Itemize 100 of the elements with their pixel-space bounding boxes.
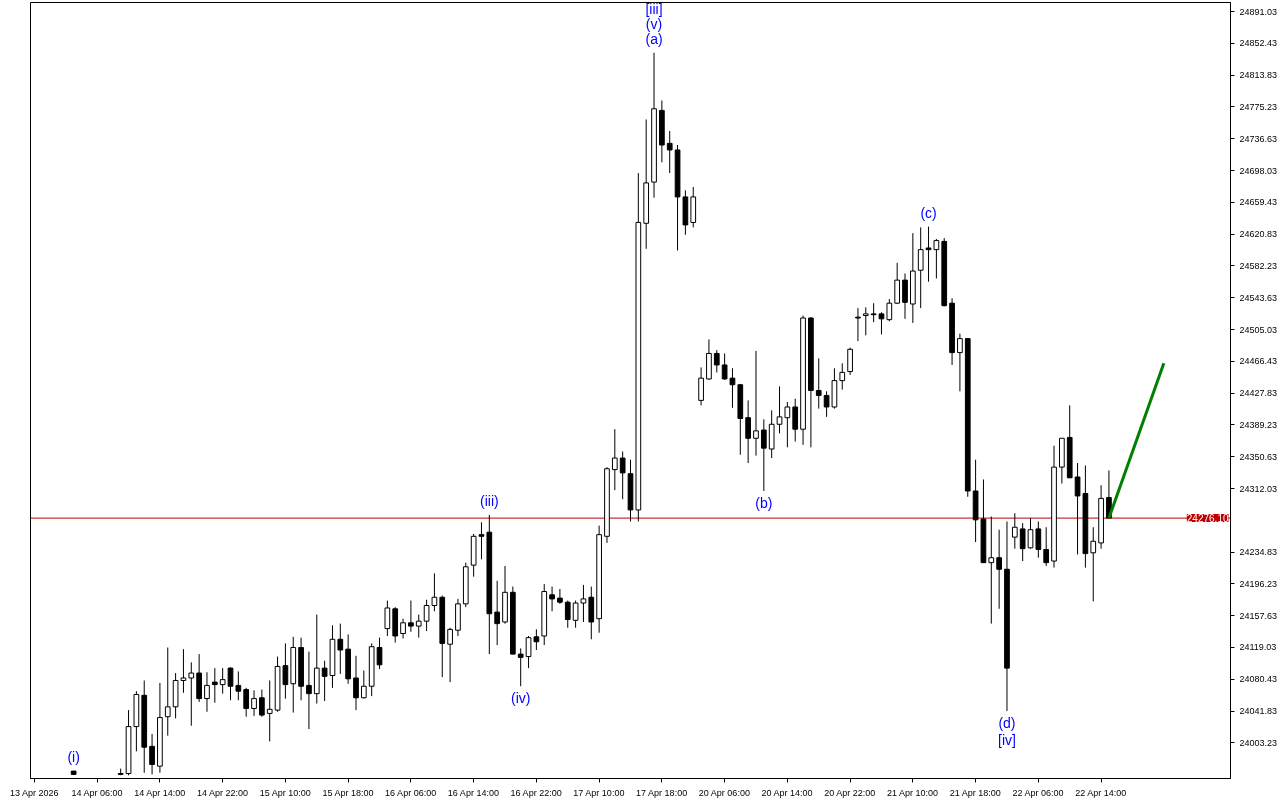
x-tick-label: 20 Apr 06:00	[698, 787, 750, 798]
x-tick-label: 16 Apr 22:00	[510, 787, 562, 798]
candlestick	[164, 647, 171, 737]
x-tick-label: 22 Apr 14:00	[1075, 787, 1127, 798]
y-tick-label: 24389.23	[1239, 419, 1278, 430]
candlestick	[408, 600, 414, 633]
y-tick-label: 24505.03	[1239, 324, 1278, 335]
y-tick-label: 24466.43	[1239, 356, 1278, 367]
x-tick-label: 21 Apr 18:00	[949, 787, 1001, 798]
candlestick	[572, 600, 579, 629]
annotation: (c)	[920, 204, 937, 221]
candlestick	[353, 655, 359, 711]
annotation: [iii]	[645, 0, 663, 17]
candlestick	[698, 366, 704, 406]
candlestick	[847, 347, 853, 376]
y-tick-label: 24119.03	[1239, 642, 1277, 653]
candlestick	[753, 350, 759, 457]
candlestick	[251, 689, 257, 717]
candlestick	[1090, 526, 1097, 602]
candlestick	[211, 667, 218, 704]
candlestick	[400, 618, 406, 639]
y-tick-label: 24312.03	[1239, 483, 1278, 494]
x-tick-label: 21 Apr 10:00	[887, 787, 939, 798]
x-tick-label: 16 Apr 14:00	[447, 787, 499, 798]
y-tick-label: 24736.63	[1239, 133, 1278, 144]
x-tick-label: 14 Apr 22:00	[196, 787, 248, 798]
candlestick	[760, 418, 767, 492]
candlestick	[580, 584, 587, 623]
y-tick-label: 24157.63	[1239, 610, 1278, 621]
candlestick	[478, 521, 485, 560]
candlestick	[337, 623, 344, 675]
y-tick-label: 24196.23	[1239, 578, 1278, 589]
candlestick	[266, 679, 273, 742]
x-tick-label: 14 Apr 14:00	[134, 787, 186, 798]
y-tick-label: 24891.03	[1239, 6, 1278, 17]
x-tick-label: 15 Apr 10:00	[259, 787, 311, 798]
candlestick	[815, 357, 822, 410]
ref-line-label: 24276.10	[1186, 513, 1229, 525]
candlestick	[917, 226, 924, 309]
y-tick-label: 24775.23	[1239, 101, 1278, 112]
candlestick	[855, 307, 861, 342]
y-tick-label: 24080.43	[1239, 674, 1278, 685]
candlestick	[376, 637, 383, 670]
y-tick-label: 24620.83	[1239, 229, 1278, 240]
candlestick	[792, 398, 799, 443]
x-tick-label: 17 Apr 10:00	[573, 787, 625, 798]
x-tick-label: 15 Apr 18:00	[322, 787, 374, 798]
candlestick	[149, 733, 155, 775]
candlestick	[517, 647, 524, 687]
annotation: [iv]	[998, 731, 1016, 748]
x-tick-label: 14 Apr 06:00	[71, 787, 123, 798]
y-tick-label: 24659.43	[1239, 197, 1278, 208]
annotation: (iii)	[480, 492, 499, 509]
candlestick	[839, 362, 846, 391]
y-tick-label: 24698.03	[1239, 165, 1278, 176]
y-tick-label: 24813.83	[1239, 70, 1278, 81]
y-tick-label: 24427.83	[1239, 388, 1278, 399]
y-tick-label: 24041.83	[1239, 706, 1278, 717]
y-tick-label: 24350.63	[1239, 451, 1278, 462]
x-tick-label: 20 Apr 14:00	[761, 787, 813, 798]
candlestick	[957, 333, 963, 392]
candlestick	[243, 687, 250, 718]
y-tick-label: 24543.63	[1239, 292, 1278, 303]
y-tick-label: 24003.23	[1239, 737, 1278, 748]
candlestick	[415, 614, 422, 639]
candlestick	[494, 580, 501, 646]
x-tick-label: 22 Apr 06:00	[1012, 787, 1064, 798]
x-tick-label: 16 Apr 06:00	[385, 787, 437, 798]
candlestick	[902, 273, 908, 320]
candlestick	[204, 671, 210, 713]
candlestick	[713, 349, 720, 373]
x-tick-label: 17 Apr 18:00	[636, 787, 688, 798]
y-tick-label: 24852.43	[1239, 38, 1278, 49]
candlestick	[188, 661, 195, 727]
candlestick	[996, 529, 1002, 610]
candlestick	[619, 450, 626, 500]
candlestick	[666, 130, 673, 174]
y-tick-label: 24234.83	[1239, 547, 1278, 558]
annotation: (i)	[67, 749, 80, 766]
candlestick	[988, 516, 995, 625]
annotation: (b)	[755, 495, 773, 511]
candlestick	[564, 600, 571, 629]
candlestick	[611, 428, 618, 491]
candlestick	[1043, 526, 1050, 567]
candlestick	[745, 399, 751, 464]
candlestick	[384, 600, 391, 637]
candlestick	[886, 298, 893, 322]
candlestick	[862, 306, 869, 336]
candlestick	[447, 627, 453, 683]
annotation: (iv)	[510, 690, 531, 707]
candlestick	[306, 651, 312, 730]
candlestick	[259, 689, 265, 718]
candlestick	[1011, 512, 1018, 550]
candlestick	[557, 588, 563, 605]
candlestick	[360, 670, 367, 700]
x-tick-label: 20 Apr 22:00	[824, 787, 876, 798]
candlestick	[549, 586, 555, 612]
y-tick-label: 24582.23	[1239, 260, 1278, 271]
annotation: (d)	[998, 714, 1016, 731]
x-tick-label: 13 Apr 2026	[9, 787, 59, 798]
